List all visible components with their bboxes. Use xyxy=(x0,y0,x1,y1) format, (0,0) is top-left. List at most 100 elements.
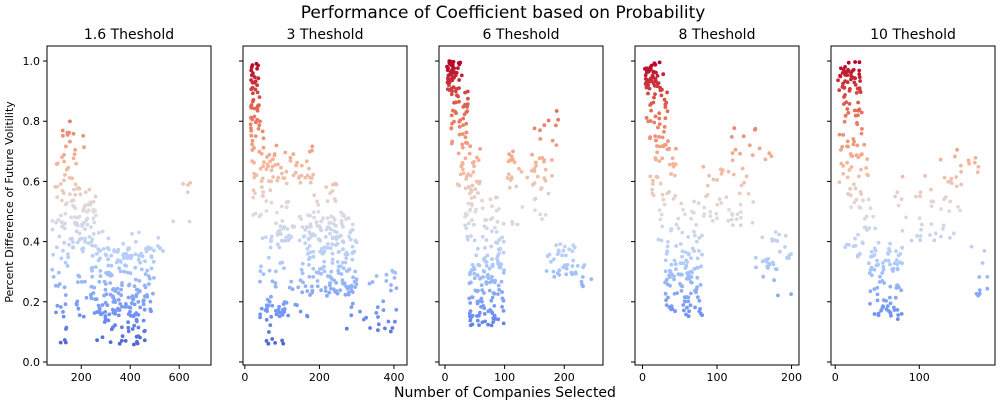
scatter-point xyxy=(543,167,548,172)
scatter-point xyxy=(477,313,481,318)
scatter-point xyxy=(71,240,75,245)
scatter-point xyxy=(130,327,135,331)
scatter-point xyxy=(546,191,551,196)
scatter-point xyxy=(918,238,922,243)
scatter-point xyxy=(871,214,876,219)
scatter-point xyxy=(288,158,293,163)
scatter-point xyxy=(555,271,560,276)
scatter-point xyxy=(282,266,286,271)
scatter-point xyxy=(326,274,330,278)
scatter-point xyxy=(689,256,693,260)
scatter-point xyxy=(662,125,667,129)
scatter-point xyxy=(656,237,661,242)
scatter-point xyxy=(643,73,648,78)
scatter-point xyxy=(673,262,678,267)
scatter-point xyxy=(261,272,266,276)
scatter-point xyxy=(112,248,116,253)
scatter-point xyxy=(188,181,193,185)
scatter-point xyxy=(853,236,857,241)
scatter-point xyxy=(83,190,88,195)
scatter-point xyxy=(896,313,901,317)
scatter-point xyxy=(133,277,138,282)
scatter-point xyxy=(465,234,470,239)
scatter-point xyxy=(886,258,891,263)
scatter-point xyxy=(512,160,517,165)
scatter-point xyxy=(68,139,72,144)
scatter-point xyxy=(532,126,537,131)
y-tick-label: 0.8 xyxy=(23,115,41,128)
scatter-point xyxy=(330,189,335,193)
scatter-point xyxy=(72,187,76,192)
scatter-point xyxy=(954,184,959,189)
scatter-point xyxy=(106,318,111,323)
scatter-point xyxy=(304,225,309,229)
scatter-point xyxy=(461,171,466,176)
scatter-point xyxy=(649,63,654,68)
scatter-point xyxy=(307,274,312,279)
scatter-point xyxy=(474,253,479,258)
scatter-point xyxy=(732,126,737,131)
scatter-point xyxy=(83,279,87,284)
scatter-point xyxy=(283,238,288,243)
scatter-point xyxy=(570,249,575,254)
scatter-point xyxy=(470,218,474,223)
scatter-point xyxy=(70,236,74,241)
scatter-point xyxy=(920,222,924,227)
scatter-point xyxy=(867,226,872,231)
scatter-point xyxy=(65,264,70,268)
scatter-point xyxy=(664,298,668,302)
scatter-point xyxy=(852,182,856,187)
scatter-point xyxy=(325,199,330,204)
scatter-point xyxy=(660,156,665,161)
scatter-point xyxy=(118,302,123,306)
scatter-point xyxy=(328,281,332,285)
scatter-point xyxy=(857,205,862,209)
scatter-point xyxy=(374,311,379,315)
scatter-point xyxy=(308,180,313,185)
scatter-point xyxy=(308,222,313,227)
scatter-point xyxy=(650,73,655,78)
scatter-point xyxy=(845,144,849,149)
scatter-point xyxy=(449,92,454,97)
scatter-point xyxy=(146,245,151,250)
scatter-point xyxy=(310,284,314,289)
scatter-point xyxy=(476,262,481,267)
scatter-point xyxy=(103,252,108,257)
scatter-point xyxy=(658,181,663,186)
scatter-point xyxy=(273,341,277,345)
scatter-point xyxy=(123,302,128,306)
scatter-point xyxy=(495,219,500,224)
scatter-point xyxy=(332,229,337,234)
scatter-point xyxy=(79,236,84,241)
scatter-point xyxy=(497,207,501,211)
scatter-point xyxy=(90,265,95,270)
scatter-point xyxy=(883,258,888,263)
scatter-point xyxy=(270,303,275,308)
scatter-point xyxy=(663,116,668,121)
scatter-point xyxy=(55,195,60,200)
scatter-point xyxy=(474,179,479,184)
scatter-point xyxy=(323,289,328,293)
scatter-point xyxy=(888,284,893,289)
scatter-point xyxy=(681,303,686,307)
scatter-point xyxy=(466,221,471,226)
scatter-panel: 8 Theshold 0 100 200 xyxy=(631,27,802,384)
scatter-point xyxy=(696,201,701,206)
scatter-point xyxy=(564,272,569,277)
scatter-point xyxy=(941,226,945,231)
scatter-point xyxy=(750,153,755,158)
scatter-point xyxy=(261,145,266,150)
scatter-point xyxy=(252,106,257,111)
scatter-point xyxy=(289,279,294,284)
scatter-point xyxy=(265,162,270,167)
scatter-point xyxy=(707,173,711,178)
scatter-point xyxy=(63,173,67,177)
scatter-point xyxy=(853,243,858,248)
scatter-point xyxy=(121,241,126,246)
scatter-point xyxy=(840,85,845,89)
scatter-point xyxy=(257,95,262,99)
scatter-point xyxy=(156,235,161,240)
scatter-point xyxy=(67,242,71,247)
scatter-point xyxy=(895,266,900,271)
scatter-point xyxy=(299,173,304,178)
